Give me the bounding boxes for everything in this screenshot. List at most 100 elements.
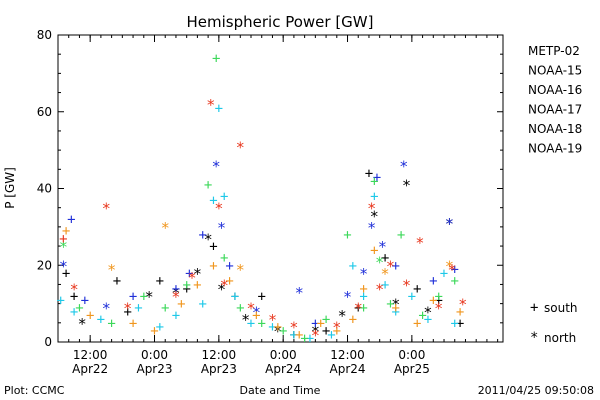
marker-legend-symbol: * <box>530 330 538 346</box>
x-tick-label-time: 12:00 <box>73 348 108 362</box>
data-point: * <box>445 257 454 275</box>
data-point: * <box>445 215 454 233</box>
data-point: * <box>338 307 347 325</box>
data-point: + <box>172 281 180 297</box>
data-point: * <box>217 219 226 237</box>
data-point: * <box>273 322 282 340</box>
data-point: + <box>204 178 212 194</box>
data-point: + <box>440 266 448 282</box>
data-point: * <box>171 288 180 306</box>
data-point: + <box>451 274 459 290</box>
footer-plot-credit: Plot: CCMC <box>4 384 65 397</box>
data-point: + <box>381 277 389 293</box>
data-point: * <box>402 177 411 195</box>
legend-item: NOAA-15 <box>528 64 582 78</box>
data-point: * <box>204 230 213 248</box>
legend: METP-02 NOAA-15 NOAA-16 NOAA-17 NOAA-18 NOAA-… <box>528 44 582 156</box>
data-point: + <box>156 274 164 290</box>
x-tick-label-time: 12:00 <box>202 348 237 362</box>
y-tick-label: 20 <box>37 258 52 272</box>
data-point: + <box>252 308 260 324</box>
data-point: + <box>311 316 319 332</box>
x-tick-label-time: 0:00 <box>398 348 425 362</box>
data-point: + <box>62 224 70 240</box>
data-point: + <box>413 316 421 332</box>
y-tick-label: 80 <box>37 28 52 42</box>
legend-item: NOAA-18 <box>528 122 582 136</box>
data-point: + <box>129 316 137 332</box>
data-point: * <box>343 288 352 306</box>
data-point: + <box>279 323 287 339</box>
data-point: + <box>182 281 190 297</box>
x-tick-label-date: Apr22 <box>72 362 108 376</box>
data-point: * <box>102 299 111 317</box>
data-point: + <box>451 262 459 278</box>
data-point: * <box>399 157 408 175</box>
data-point: * <box>375 280 384 298</box>
data-point: + <box>290 327 298 343</box>
data-point: * <box>354 299 363 317</box>
data-point: + <box>161 300 169 316</box>
data-point: + <box>429 274 437 290</box>
data-point: + <box>392 304 400 320</box>
chart-title: Hemispheric Power [GW] <box>187 13 374 31</box>
data-point: + <box>408 289 416 305</box>
x-tick-label-time: 12:00 <box>330 348 365 362</box>
data-point: + <box>434 293 442 309</box>
data-point: * <box>59 257 68 275</box>
data-point: * <box>212 157 221 175</box>
data-point: * <box>445 215 454 233</box>
data-point: * <box>289 319 298 337</box>
data-point: + <box>140 289 148 305</box>
data-point: * <box>423 303 432 321</box>
data-point: * <box>246 299 255 317</box>
data-point: + <box>62 266 70 282</box>
data-point: * <box>188 269 197 287</box>
marker-legend-label: south <box>544 301 578 315</box>
x-tick-label-time: 0:00 <box>270 348 297 362</box>
data-point: * <box>123 299 132 317</box>
data-point: * <box>161 219 170 237</box>
data-point: + <box>451 316 459 332</box>
data-point: + <box>231 289 239 305</box>
data-point: * <box>214 200 223 218</box>
legend-item: METP-02 <box>528 44 580 58</box>
x-tick-label-date: Apr23 <box>201 362 237 376</box>
data-point: + <box>274 320 282 336</box>
data-point: + <box>359 281 367 297</box>
data-point: + <box>209 258 217 274</box>
data-point: + <box>268 320 276 336</box>
data-point: + <box>418 308 426 324</box>
data-point: + <box>225 258 233 274</box>
legend-item: NOAA-19 <box>528 142 582 156</box>
data-point: + <box>209 239 217 255</box>
x-tick-label-time: 0:00 <box>141 348 168 362</box>
data-point: * <box>370 207 379 225</box>
data-point: * <box>217 280 226 298</box>
data-point: * <box>458 296 467 314</box>
data-point: + <box>392 300 400 316</box>
data-point: + <box>365 166 373 182</box>
data-point: + <box>70 304 78 320</box>
data-point: * <box>107 261 116 279</box>
data-point: + <box>354 300 362 316</box>
marker-legend: + south * north <box>530 300 578 346</box>
data-point: + <box>322 323 330 339</box>
data-point: * <box>434 299 443 317</box>
data-point: * <box>241 311 250 329</box>
data-point: * <box>193 265 202 283</box>
data-point: + <box>199 228 207 244</box>
data-point: + <box>327 327 335 343</box>
marker-legend-symbol: + <box>530 300 538 316</box>
data-point: + <box>456 304 464 320</box>
legend-item: NOAA-17 <box>528 103 582 117</box>
data-point: * <box>236 261 245 279</box>
data-point: * <box>102 200 111 218</box>
data-point: * <box>386 257 395 275</box>
data-point: + <box>316 316 324 332</box>
data-point: * <box>220 276 229 294</box>
data-point: + <box>359 300 367 316</box>
data-point: + <box>220 189 228 205</box>
data-point: * <box>295 284 304 302</box>
data-point: * <box>252 303 261 321</box>
